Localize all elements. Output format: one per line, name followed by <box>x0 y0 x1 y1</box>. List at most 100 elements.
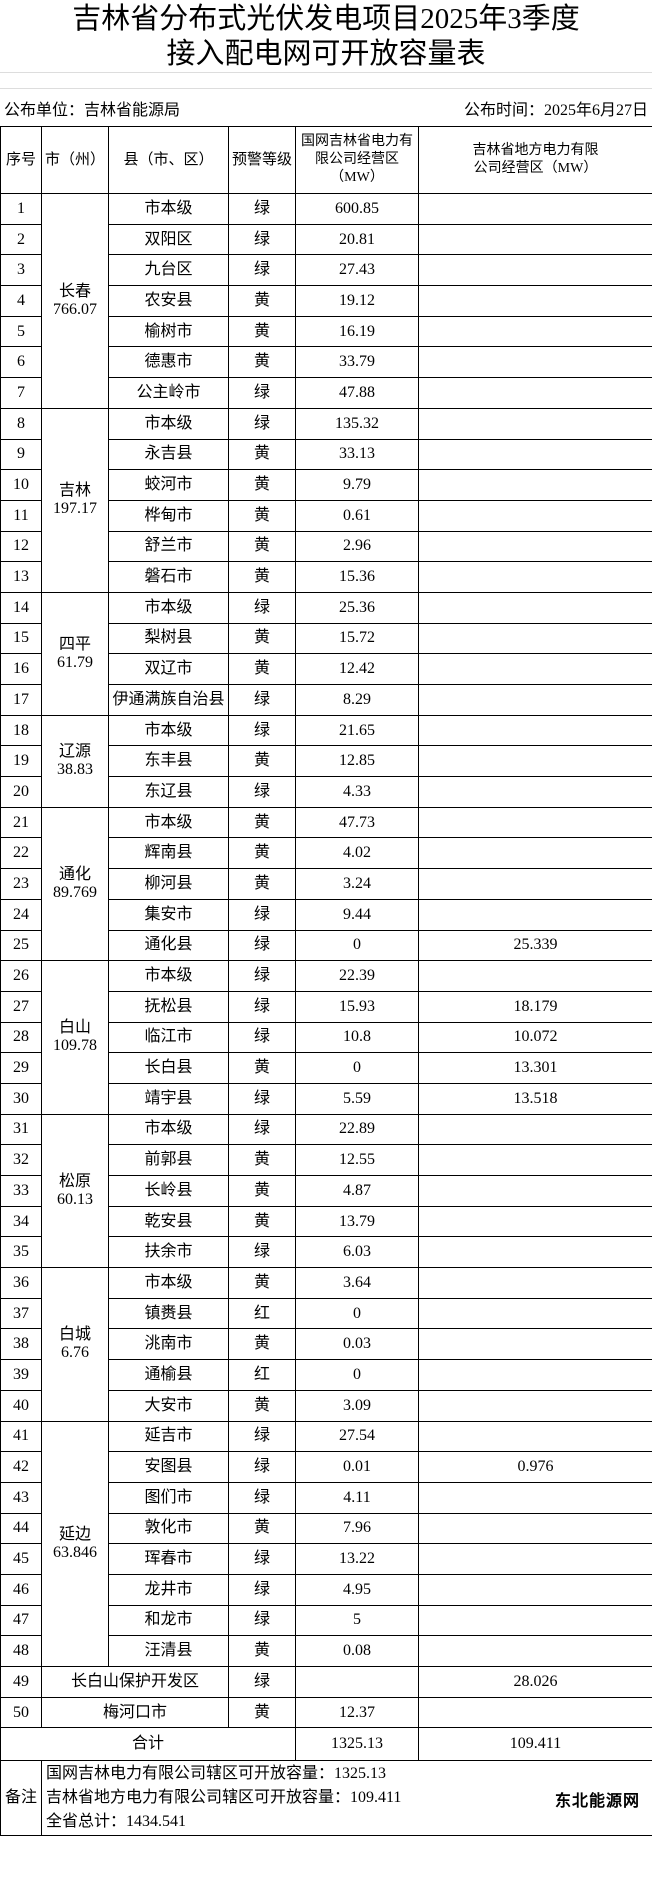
table-row: 40 大安市黄 3.09 <box>0 1389 652 1422</box>
row-number: 3 <box>0 254 42 287</box>
table-row: 6 德惠市黄 33.79 <box>0 346 652 379</box>
warning-level: 黄 <box>228 745 296 778</box>
row-number: 40 <box>0 1389 42 1422</box>
table-row: 22 辉南县黄 4.02 <box>0 837 652 870</box>
remarks-content: 国网吉林电力有限公司辖区可开放容量：1325.13 吉林省地方电力有限公司辖区可开… <box>41 1760 652 1837</box>
state-grid-capacity: 4.87 <box>295 1175 419 1207</box>
county-name: 临江市 <box>108 1021 229 1054</box>
county-name: 长白县 <box>108 1052 229 1084</box>
city-cell: 长春 766.07 <box>41 193 109 409</box>
state-grid-capacity: 20.81 <box>295 223 419 256</box>
warning-level: 黄 <box>228 806 296 839</box>
state-grid-capacity: 0.61 <box>295 499 419 532</box>
table-row: 42 安图县绿 0.01 0.976 <box>0 1451 652 1483</box>
city-cell: 辽源 38.83 <box>41 714 109 808</box>
warning-level: 绿 <box>228 1481 296 1514</box>
warning-level: 黄 <box>228 1175 296 1207</box>
county-name: 市本级 <box>108 1113 229 1146</box>
table-row: 1 长春 766.07 市本级绿 600.85 <box>0 193 652 409</box>
state-grid-capacity: 6.03 <box>295 1236 419 1269</box>
county-name: 安图县 <box>108 1451 229 1483</box>
header-no: 序号 <box>0 126 42 194</box>
local-grid-capacity <box>418 806 652 839</box>
warning-level: 红 <box>228 1359 296 1391</box>
warning-level: 黄 <box>228 868 296 900</box>
local-grid-capacity: 13.518 <box>418 1082 652 1115</box>
state-grid-capacity: 0.08 <box>295 1635 419 1667</box>
county-name: 舒兰市 <box>108 530 229 563</box>
county-name: 前郭县 <box>108 1144 229 1176</box>
local-grid-capacity <box>418 1328 652 1361</box>
table-row: 34 乾安县黄 13.79 <box>0 1205 652 1238</box>
local-grid-capacity <box>418 469 652 501</box>
county-name: 市本级 <box>108 1267 229 1299</box>
remark-line: 全省总计：1434.541 <box>46 1813 187 1831</box>
state-grid-capacity: 4.02 <box>295 837 419 870</box>
table-row: 46 龙井市绿 4.95 <box>0 1573 652 1606</box>
county-name: 龙井市 <box>108 1573 229 1606</box>
row-number: 14 <box>0 591 42 624</box>
city-total: 61.79 <box>57 653 93 671</box>
county-name: 集安市 <box>108 898 229 931</box>
table-row: 12 舒兰市黄 2.96 <box>0 530 652 563</box>
local-grid-capacity <box>418 407 652 440</box>
local-grid-capacity <box>418 868 652 900</box>
row-number: 20 <box>0 776 42 808</box>
local-grid-capacity <box>418 591 652 624</box>
row-number: 27 <box>0 990 42 1023</box>
state-grid-capacity: 21.65 <box>295 714 419 747</box>
table-row: 18 辽源 38.83 市本级绿 21.65 <box>0 714 652 808</box>
warning-level: 黄 <box>228 499 296 532</box>
state-grid-capacity: 13.22 <box>295 1543 419 1575</box>
county-name: 市本级 <box>108 591 229 624</box>
row-number: 15 <box>0 622 42 655</box>
local-grid-capacity <box>418 315 652 348</box>
publisher: 公布单位：吉林省能源局 <box>4 101 181 119</box>
local-grid-capacity <box>418 1359 652 1391</box>
table-row: 36 白城 6.76 市本级黄 3.64 <box>0 1267 652 1422</box>
table-row: 27 抚松县绿 15.93 18.179 <box>0 990 652 1023</box>
table-row: 5 榆树市黄 16.19 <box>0 315 652 348</box>
table-row: 43 图们市绿 4.11 <box>0 1481 652 1514</box>
warning-level: 黄 <box>228 1696 296 1729</box>
county-name: 市本级 <box>108 714 229 747</box>
warning-level: 黄 <box>228 1512 296 1545</box>
header-row: 序号 市（州） 县（市、区） 预警等级 国网吉林省电力有限公司经营区（MW） 吉… <box>0 126 652 194</box>
state-grid-capacity: 8.29 <box>295 684 419 716</box>
warning-level: 绿 <box>228 407 296 440</box>
publish-date: 公布时间：2025年6月27日 <box>463 101 648 119</box>
row-number: 19 <box>0 745 42 778</box>
local-grid-capacity <box>418 776 652 808</box>
state-grid-capacity: 5 <box>295 1604 419 1637</box>
state-grid-capacity: 0.01 <box>295 1451 419 1483</box>
table-row: 37 镇赉县红 0 <box>0 1297 652 1330</box>
local-grid-capacity <box>418 898 652 931</box>
row-number: 33 <box>0 1175 42 1207</box>
header-county: 县（市、区） <box>108 126 229 194</box>
city-total: 6.76 <box>61 1344 89 1362</box>
table-row: 33 长岭县黄 4.87 <box>0 1175 652 1207</box>
local-grid-capacity <box>418 223 652 256</box>
local-grid-capacity <box>418 1635 652 1667</box>
state-grid-capacity: 0 <box>295 1359 419 1391</box>
table-row: 14 四平 61.79 市本级绿 25.36 <box>0 591 652 716</box>
local-grid-capacity <box>418 499 652 532</box>
total-state-grid: 1325.13 <box>295 1727 419 1762</box>
page-title: 吉林省分布式光伏发电项目2025年3季度 接入配电网可开放容量表 <box>0 0 652 73</box>
row-number: 25 <box>0 929 42 962</box>
header-state-grid: 国网吉林省电力有限公司经营区（MW） <box>295 126 419 194</box>
table-row: 39 通榆县红 0 <box>0 1359 652 1391</box>
local-grid-capacity <box>418 1144 652 1176</box>
county-name: 双辽市 <box>108 653 229 685</box>
row-number: 42 <box>0 1451 42 1483</box>
local-grid-capacity <box>418 285 652 317</box>
state-grid-capacity: 25.36 <box>295 591 419 624</box>
row-number: 29 <box>0 1052 42 1084</box>
city-name: 松原 <box>58 1172 91 1190</box>
state-grid-capacity: 13.79 <box>295 1205 419 1238</box>
local-grid-capacity <box>418 1175 652 1207</box>
state-grid-capacity: 0 <box>295 1297 419 1330</box>
row-number: 39 <box>0 1359 42 1391</box>
county-name: 伊通满族自治县 <box>108 684 229 716</box>
warning-level: 绿 <box>228 1021 296 1054</box>
